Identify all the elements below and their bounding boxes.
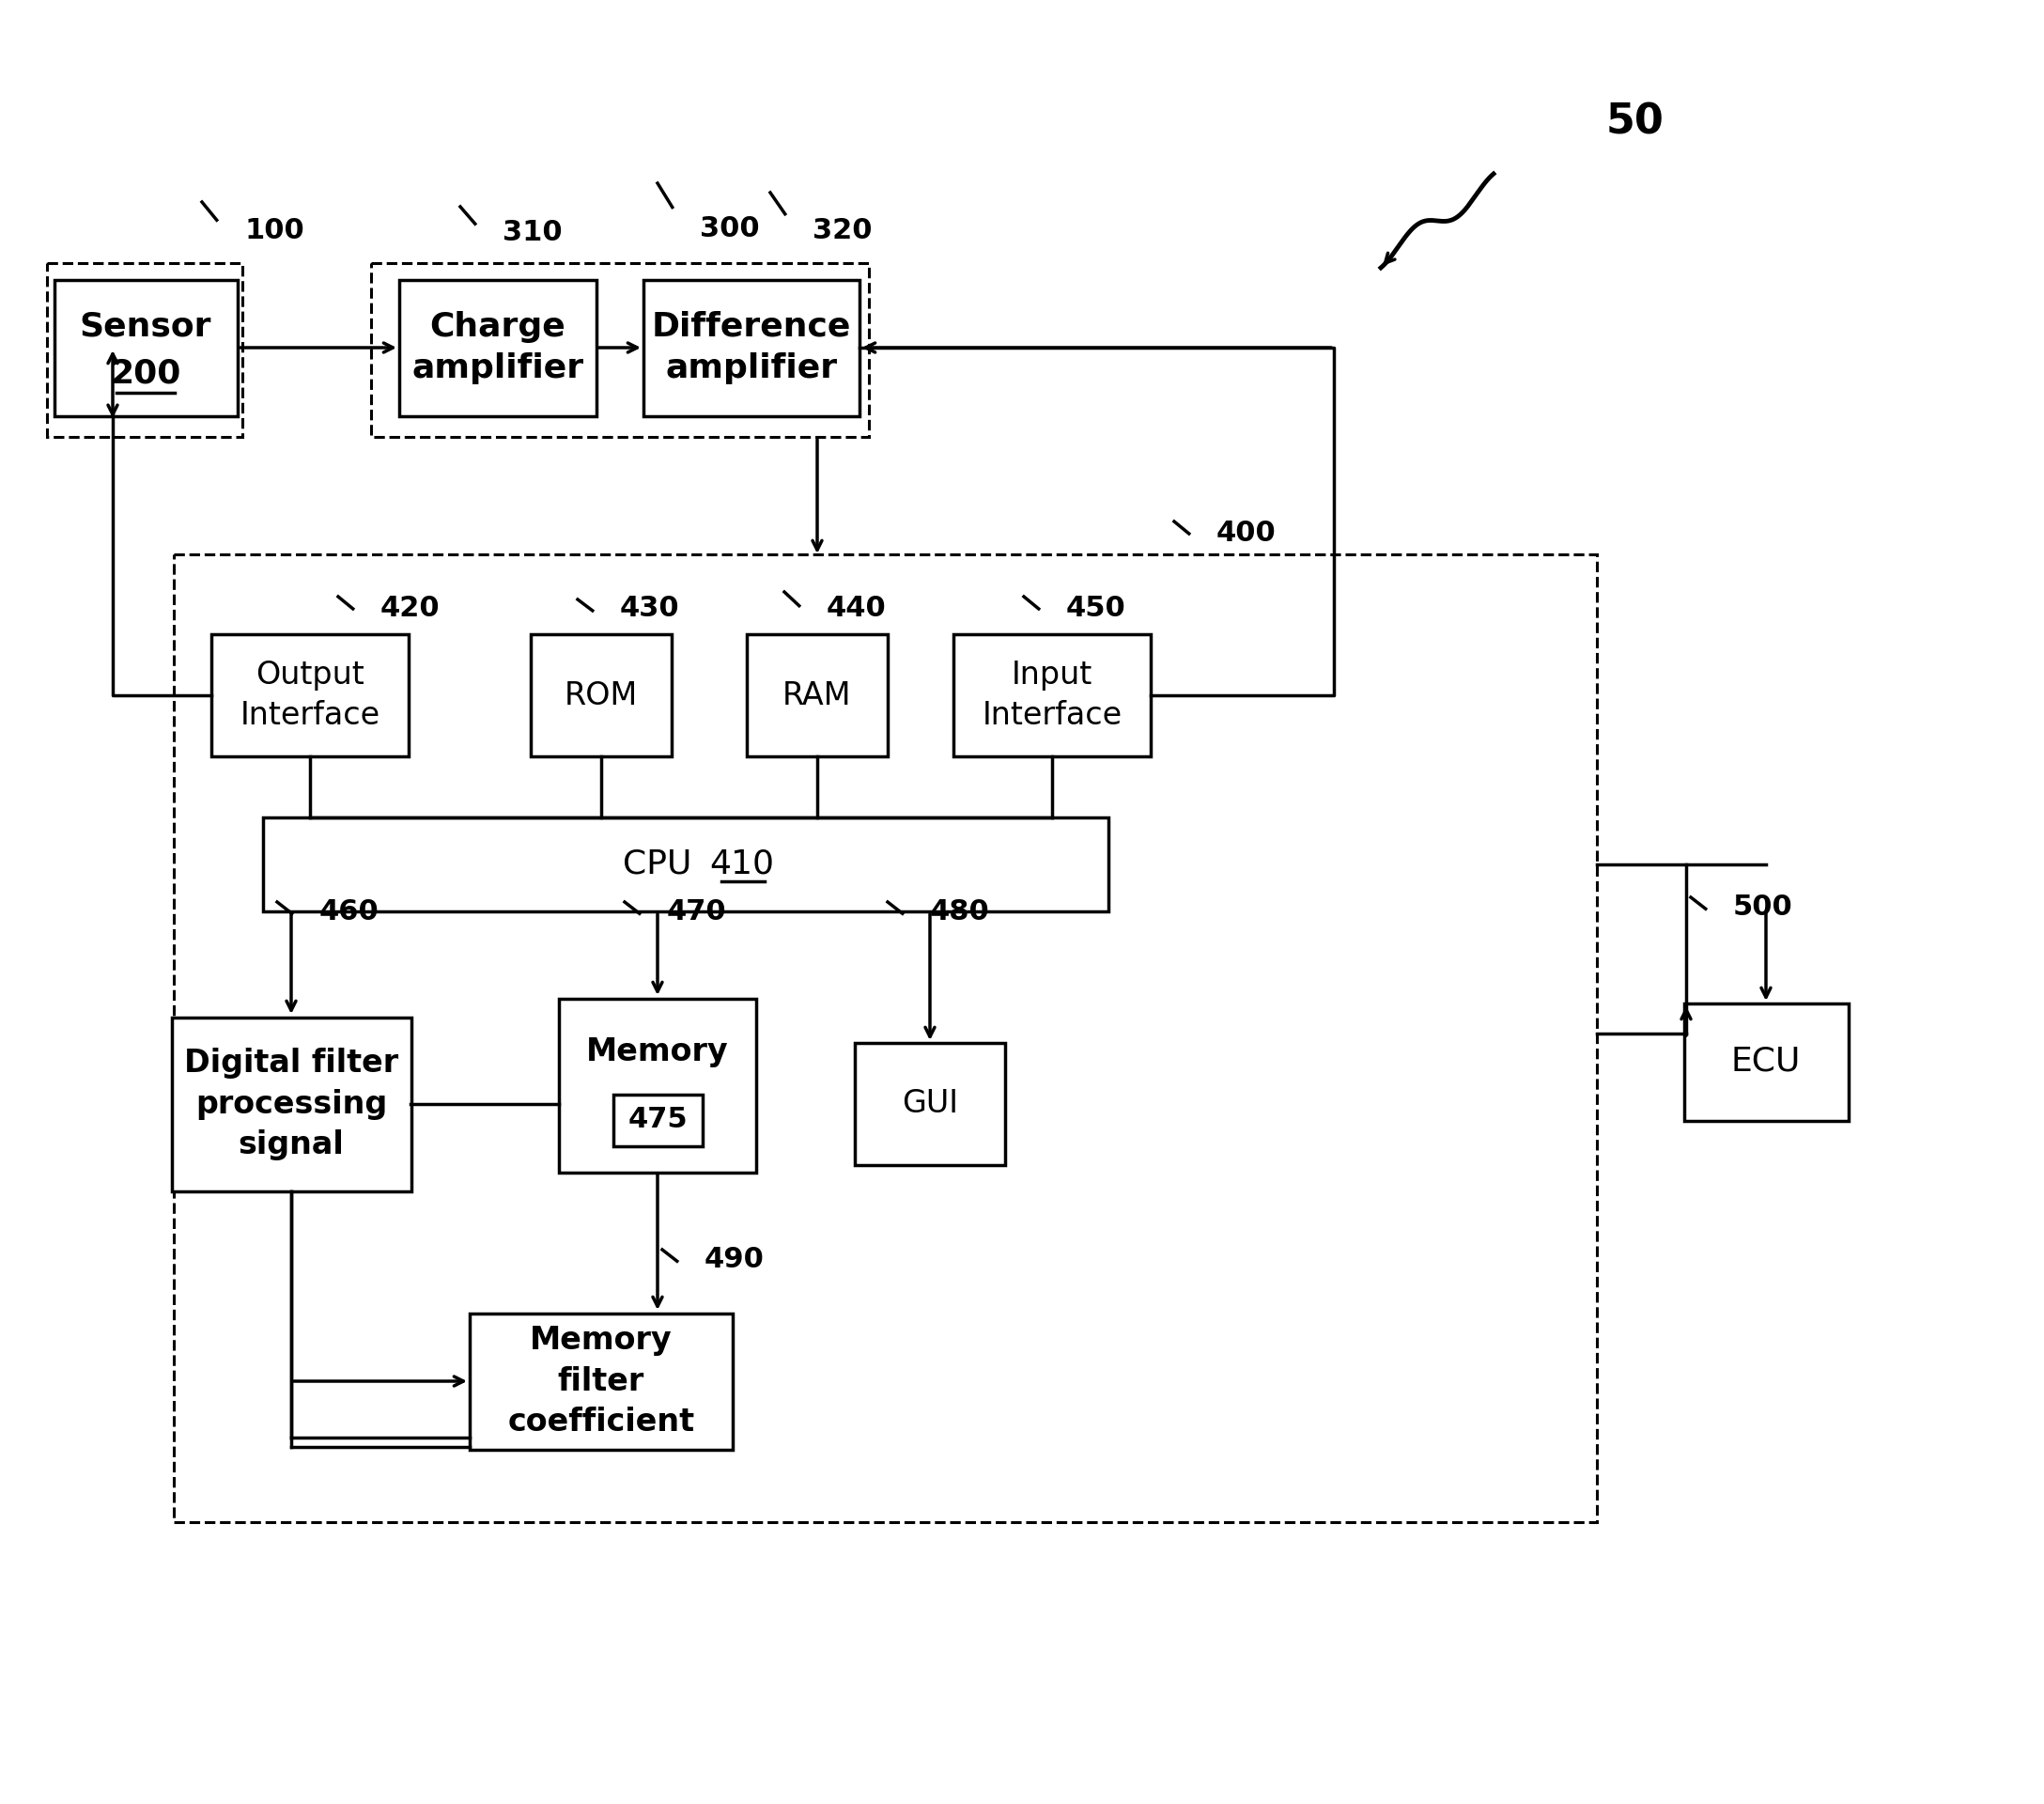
Bar <box>854 1043 1006 1165</box>
Text: 500: 500 <box>1733 893 1793 920</box>
Bar <box>746 635 887 756</box>
Text: 310: 310 <box>503 218 562 245</box>
Text: 50: 50 <box>1607 103 1664 143</box>
Bar <box>47 263 243 437</box>
Text: Charge
amplifier: Charge amplifier <box>411 310 585 384</box>
Text: Digital filter
processing
signal: Digital filter processing signal <box>184 1048 399 1160</box>
Text: 430: 430 <box>619 595 681 622</box>
Text: 200: 200 <box>110 357 182 390</box>
Text: GUI: GUI <box>901 1088 959 1120</box>
Bar <box>172 1017 411 1191</box>
Bar <box>264 817 1108 911</box>
Text: 480: 480 <box>930 898 989 925</box>
Text: Sensor: Sensor <box>80 310 213 343</box>
Text: Memory
filter
coefficient: Memory filter coefficient <box>507 1324 695 1438</box>
Text: 475: 475 <box>628 1106 687 1133</box>
Text: 400: 400 <box>1216 520 1275 547</box>
Text: CPU: CPU <box>623 848 693 880</box>
Text: 100: 100 <box>243 216 305 244</box>
Bar <box>53 280 237 415</box>
Text: 320: 320 <box>814 216 873 244</box>
Bar <box>531 635 672 756</box>
Text: ROM: ROM <box>564 680 638 711</box>
Bar <box>1684 1003 1848 1120</box>
Text: 490: 490 <box>705 1247 764 1274</box>
Bar <box>558 998 756 1173</box>
Bar <box>399 280 597 415</box>
Text: 410: 410 <box>709 848 775 880</box>
Bar <box>174 554 1596 1523</box>
Bar <box>644 280 858 415</box>
Text: Memory: Memory <box>587 1037 730 1068</box>
Text: 450: 450 <box>1067 595 1126 622</box>
Bar <box>211 635 409 756</box>
Bar <box>372 263 869 437</box>
Bar <box>470 1313 732 1449</box>
Text: 460: 460 <box>319 898 380 925</box>
Text: Input
Interface: Input Interface <box>981 660 1122 731</box>
Text: Difference
amplifier: Difference amplifier <box>652 310 850 384</box>
Text: RAM: RAM <box>783 680 852 711</box>
Text: ECU: ECU <box>1731 1046 1801 1077</box>
Bar <box>613 1095 703 1146</box>
Text: Output
Interface: Output Interface <box>239 660 380 731</box>
Text: 440: 440 <box>826 595 887 622</box>
Text: 470: 470 <box>666 898 728 925</box>
Text: 300: 300 <box>699 215 760 242</box>
Bar <box>953 635 1151 756</box>
Text: 420: 420 <box>380 595 439 622</box>
